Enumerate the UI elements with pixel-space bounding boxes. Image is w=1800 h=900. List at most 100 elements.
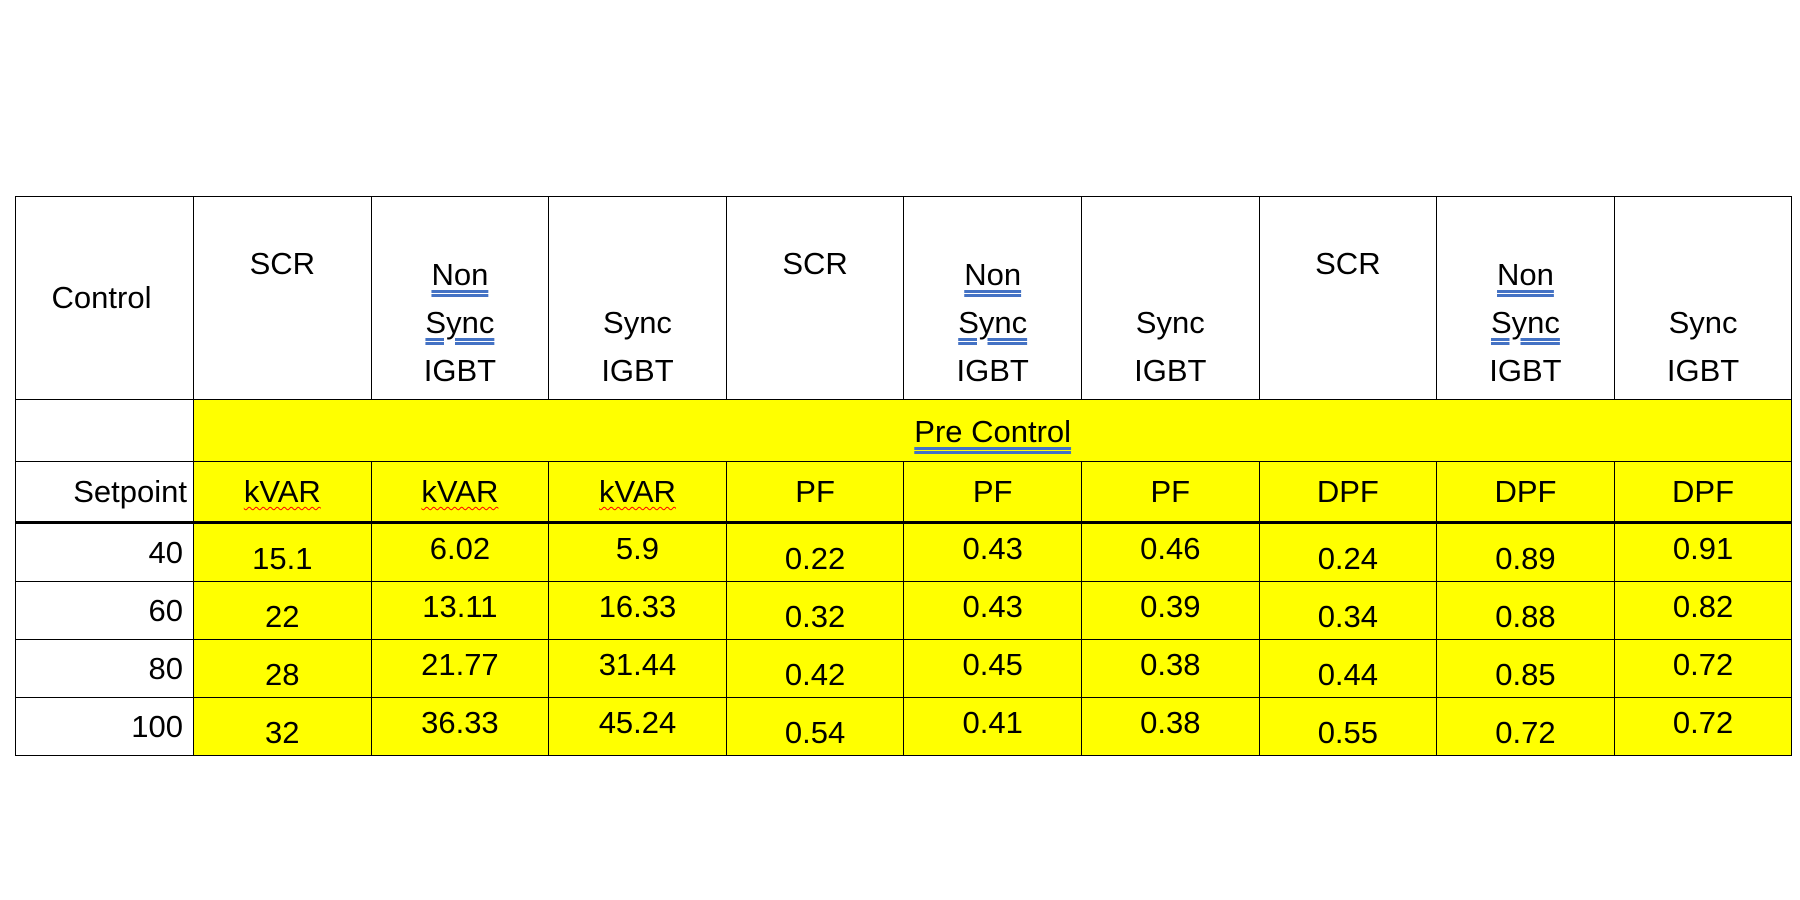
value-cell: 0.54 [725, 697, 905, 756]
value-cell: 0.32 [725, 581, 905, 640]
cell-value: 0.32 [784, 598, 846, 634]
cell-value: 6.02 [429, 530, 491, 566]
value-cell: 13.11 [370, 581, 550, 640]
value-cell: 0.43 [903, 581, 1082, 640]
unit-label: kVAR [421, 473, 499, 509]
unit-cell: PF [1080, 461, 1260, 523]
header-cell: Sync IGBT [548, 196, 727, 400]
header-line: Sync [958, 305, 1028, 340]
setpoint-cell: 80 [15, 639, 194, 698]
header-line: IGBT [1134, 353, 1207, 388]
value-cell: 21.77 [370, 639, 550, 698]
value-cell: 31.44 [548, 639, 727, 698]
unit-cell: PF [903, 461, 1082, 523]
value-cell: 36.33 [370, 697, 550, 756]
cell-value: 0.72 [1495, 714, 1556, 750]
table-row: 80 28 21.77 31.44 0.42 0.45 0.38 0.44 0.… [15, 639, 1793, 698]
value-cell: 45.24 [548, 697, 727, 756]
cell-value: 0.85 [1495, 656, 1556, 692]
value-cell: 0.38 [1080, 697, 1260, 756]
value-cell: 0.41 [903, 697, 1082, 756]
setpoint-cell: 60 [15, 581, 194, 640]
setpoint-cell: 100 [15, 697, 194, 756]
cell-value: 0.24 [1317, 540, 1379, 576]
header-line: IGBT [1489, 353, 1562, 388]
cell-value: 32 [265, 714, 300, 750]
unit-label: PF [972, 473, 1013, 509]
setpoint-header-cell: Setpoint [15, 461, 194, 523]
empty-cell [15, 399, 194, 462]
cell-value: 36.33 [421, 704, 499, 740]
cell-value: 31.44 [598, 646, 677, 682]
cell-value: 0.43 [962, 588, 1023, 624]
cell-value: 0.88 [1495, 598, 1556, 634]
control-label: Control [51, 280, 152, 316]
header-cell: Non Sync IGBT [370, 196, 550, 400]
unit-cell: DPF [1436, 461, 1615, 523]
unit-cell: kVAR [548, 461, 727, 523]
unit-cell: PF [725, 461, 905, 523]
header-line: Non [964, 257, 1022, 292]
cell-value: 0.44 [1317, 656, 1379, 692]
unit-label: DPF [1316, 473, 1379, 509]
header-line: IGBT [601, 353, 674, 388]
cell-value: 0.91 [1672, 530, 1734, 566]
cell-value: 0.45 [962, 646, 1023, 682]
unit-cell: DPF [1613, 461, 1793, 523]
cell-value: 45.24 [598, 704, 677, 740]
setpoint-value: 40 [148, 534, 183, 570]
unit-label: DPF [1672, 473, 1735, 509]
value-cell: 0.89 [1436, 522, 1615, 582]
cell-value: 15.1 [252, 540, 313, 576]
unit-label: DPF [1494, 473, 1557, 509]
value-cell: 0.72 [1613, 697, 1793, 756]
unit-label: PF [1150, 473, 1191, 509]
value-cell: 0.72 [1613, 639, 1793, 698]
value-cell: 16.33 [548, 581, 727, 640]
value-cell: 6.02 [370, 522, 550, 582]
value-cell: 0.91 [1613, 522, 1793, 582]
header-line: Sync [1135, 305, 1205, 340]
header-line: Sync [603, 305, 672, 340]
header-cell: SCR [1258, 196, 1438, 400]
pre-control-label: Pre Control [914, 413, 1072, 449]
value-cell: 0.45 [903, 639, 1082, 698]
header-line: SCR [1315, 246, 1381, 281]
unit-label: kVAR [243, 473, 321, 509]
header-cell: Non Sync IGBT [903, 196, 1082, 400]
value-cell: 0.39 [1080, 581, 1260, 640]
value-cell: 0.55 [1258, 697, 1438, 756]
setpoint-value: 100 [131, 708, 183, 744]
value-cell: 0.46 [1080, 522, 1260, 582]
cell-value: 0.54 [784, 714, 846, 750]
units-row: Setpoint kVAR kVAR kVAR PF PF PF DPF DPF… [15, 461, 1793, 523]
setpoint-cell: 40 [15, 522, 194, 582]
value-cell: 0.34 [1258, 581, 1438, 640]
cell-value: 0.43 [962, 530, 1023, 566]
cell-value: 13.11 [422, 588, 498, 624]
header-line: SCR [782, 246, 848, 281]
value-cell: 32 [193, 697, 372, 756]
unit-label: PF [795, 473, 835, 509]
cell-value: 0.55 [1317, 714, 1379, 750]
control-header-cell: Control [15, 196, 194, 400]
cell-value: 16.33 [598, 588, 677, 624]
header-line: SCR [249, 246, 316, 281]
header-line: IGBT [1666, 353, 1740, 388]
pre-control-band: Pre Control [192, 399, 1793, 462]
header-line: Sync [1668, 305, 1738, 340]
cell-value: 0.89 [1495, 540, 1556, 576]
value-cell: 0.38 [1080, 639, 1260, 698]
cell-value: 21.77 [421, 646, 499, 682]
value-cell: 0.43 [903, 522, 1082, 582]
cell-value: 28 [265, 656, 300, 692]
data-table-container: Control SCR Non Sync IGBT Sync IGB [15, 196, 1793, 756]
setpoint-label: Setpoint [73, 473, 187, 509]
unit-cell: DPF [1258, 461, 1438, 523]
cell-value: 0.46 [1140, 530, 1201, 566]
value-cell: 0.24 [1258, 522, 1438, 582]
cell-value: 0.41 [962, 704, 1023, 740]
cell-value: 0.39 [1140, 588, 1201, 624]
header-cell: Sync IGBT [1080, 196, 1260, 400]
value-cell: 0.82 [1613, 581, 1793, 640]
